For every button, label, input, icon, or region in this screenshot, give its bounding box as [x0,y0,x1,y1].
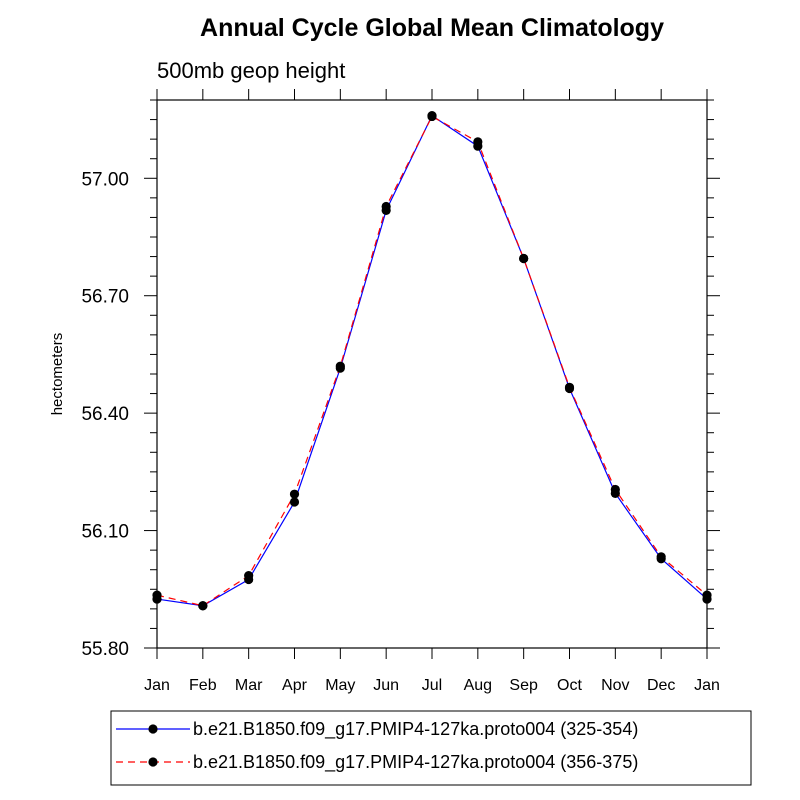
y-tick-label: 56.40 [81,404,129,425]
legend: b.e21.B1850.f09_g17.PMIP4-127ka.proto004… [116,719,638,773]
chart-title: Annual Cycle Global Mean Climatology [200,14,664,42]
series-2-point [427,111,437,122]
series-line-1 [156,114,708,607]
series-2-point [198,601,208,611]
x-tick-label: Oct [557,677,582,694]
x-tick-label: Sep [509,677,538,694]
x-tick-label: Feb [189,677,217,694]
series-2-point [289,489,300,499]
legend-label-2: b.e21.B1850.f09_g17.PMIP4-127ka.proto004… [193,752,638,773]
series-2-point [519,253,529,264]
y-tick-label: 56.10 [81,522,129,543]
series-2-point [702,590,712,600]
y-axis-label: hectometers [49,333,66,416]
legend-marker-2 [148,757,158,767]
x-tick-label: May [325,677,355,694]
series-2-point [381,201,391,212]
y-tick-label: 57.00 [81,169,129,190]
series-2-point [152,590,162,600]
series-2-point [244,570,254,581]
x-tick-label: Dec [647,677,675,694]
x-tick-label: Jan [694,677,720,694]
y-tick-label: 56.70 [81,287,129,308]
x-tick-label: Jun [373,677,399,694]
series-line-2 [156,115,708,607]
x-tick-label: Apr [282,677,308,694]
x-tick-label: Jan [144,677,170,694]
legend-label-1: b.e21.B1850.f09_g17.PMIP4-127ka.proto004… [193,719,638,740]
x-tick-labels: Jan Feb Mar Apr May Jun Jul Aug Sep Oct Nov Dec Jan [144,677,720,694]
series-2-point [656,552,666,562]
x-tick-label: Aug [464,677,492,694]
series-lines [156,114,708,607]
x-tick-label: Nov [601,677,629,694]
series-1-point [289,497,300,507]
legend-marker-1 [148,724,158,734]
series-2-point [564,382,575,392]
y-tick-label: 55.80 [81,639,129,660]
series-2-point [473,137,483,147]
legend-box [110,710,752,786]
series-markers [152,111,712,611]
x-tick-label: Jul [422,677,442,694]
series-2-point [335,361,345,371]
axis-ticks [144,89,720,659]
chart-subtitle: 500mb geop height [157,58,345,83]
series-2-point [610,484,620,495]
plot-frame [156,99,708,649]
y-tick-labels: 55.80 56.10 56.40 56.70 57.00 [81,169,129,660]
x-tick-label: Mar [235,677,263,694]
